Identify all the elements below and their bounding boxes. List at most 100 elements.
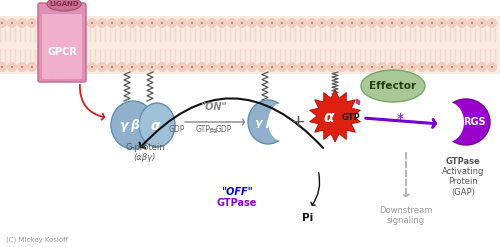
Circle shape: [61, 66, 63, 68]
Circle shape: [161, 66, 163, 68]
Text: LIGAND: LIGAND: [49, 1, 79, 7]
Text: G-protein: G-protein: [125, 144, 165, 152]
Circle shape: [371, 22, 373, 24]
Text: β: β: [130, 120, 140, 132]
Circle shape: [228, 19, 236, 27]
Circle shape: [11, 66, 13, 68]
Circle shape: [331, 66, 333, 68]
Circle shape: [31, 22, 33, 24]
Circle shape: [451, 22, 453, 24]
Circle shape: [428, 62, 436, 71]
Circle shape: [261, 66, 263, 68]
Circle shape: [448, 62, 456, 71]
Circle shape: [451, 66, 453, 68]
Circle shape: [298, 19, 306, 27]
Circle shape: [468, 19, 476, 27]
Circle shape: [68, 19, 76, 27]
Circle shape: [301, 22, 303, 24]
Circle shape: [191, 22, 193, 24]
Circle shape: [248, 19, 256, 27]
Circle shape: [411, 66, 413, 68]
Circle shape: [441, 66, 443, 68]
Circle shape: [398, 62, 406, 71]
Circle shape: [391, 22, 393, 24]
Circle shape: [111, 22, 113, 24]
Circle shape: [321, 66, 323, 68]
Circle shape: [91, 22, 93, 24]
Circle shape: [238, 19, 246, 27]
Circle shape: [78, 19, 86, 27]
Circle shape: [241, 22, 243, 24]
Circle shape: [438, 62, 446, 71]
Circle shape: [341, 66, 343, 68]
Circle shape: [441, 22, 443, 24]
Circle shape: [158, 62, 166, 71]
Text: Protein: Protein: [448, 178, 478, 186]
Circle shape: [171, 22, 173, 24]
Circle shape: [178, 19, 186, 27]
Circle shape: [211, 22, 213, 24]
Circle shape: [141, 22, 143, 24]
Circle shape: [168, 19, 176, 27]
Circle shape: [461, 22, 463, 24]
Circle shape: [138, 62, 146, 71]
Circle shape: [188, 62, 196, 71]
Circle shape: [168, 62, 176, 71]
Circle shape: [148, 19, 156, 27]
Circle shape: [401, 22, 403, 24]
Circle shape: [311, 22, 313, 24]
Circle shape: [341, 22, 343, 24]
Text: (C) Mickey Kosloff: (C) Mickey Kosloff: [6, 237, 68, 243]
Circle shape: [251, 22, 253, 24]
Circle shape: [18, 19, 26, 27]
Circle shape: [288, 19, 296, 27]
Circle shape: [18, 62, 26, 71]
Circle shape: [291, 66, 293, 68]
Circle shape: [391, 66, 393, 68]
Circle shape: [268, 19, 276, 27]
Circle shape: [8, 19, 16, 27]
Circle shape: [491, 22, 493, 24]
Circle shape: [408, 62, 416, 71]
Circle shape: [58, 19, 66, 27]
Circle shape: [271, 22, 273, 24]
Text: α: α: [150, 119, 160, 133]
Circle shape: [141, 66, 143, 68]
Circle shape: [448, 19, 456, 27]
Circle shape: [81, 22, 83, 24]
Circle shape: [251, 66, 253, 68]
Circle shape: [301, 66, 303, 68]
Circle shape: [411, 22, 413, 24]
Circle shape: [378, 19, 386, 27]
Circle shape: [471, 22, 473, 24]
Circle shape: [38, 19, 46, 27]
Circle shape: [231, 66, 233, 68]
Circle shape: [201, 66, 203, 68]
Circle shape: [191, 66, 193, 68]
Ellipse shape: [361, 70, 425, 102]
Circle shape: [161, 22, 163, 24]
Circle shape: [111, 66, 113, 68]
Circle shape: [481, 22, 483, 24]
Circle shape: [238, 62, 246, 71]
Text: "ON": "ON": [200, 102, 226, 112]
Circle shape: [48, 19, 56, 27]
Text: GTPase: GTPase: [217, 198, 257, 208]
Circle shape: [278, 19, 286, 27]
Circle shape: [108, 19, 116, 27]
Circle shape: [488, 19, 496, 27]
Circle shape: [98, 19, 106, 27]
Circle shape: [118, 62, 126, 71]
Circle shape: [418, 19, 426, 27]
Text: (αβγ): (αβγ): [134, 152, 156, 162]
Ellipse shape: [442, 99, 490, 145]
Circle shape: [138, 19, 146, 27]
Circle shape: [421, 22, 423, 24]
Circle shape: [41, 22, 43, 24]
Circle shape: [218, 62, 226, 71]
Circle shape: [351, 66, 353, 68]
Circle shape: [198, 19, 206, 27]
Circle shape: [158, 19, 166, 27]
Circle shape: [1, 66, 3, 68]
FancyBboxPatch shape: [72, 14, 82, 79]
